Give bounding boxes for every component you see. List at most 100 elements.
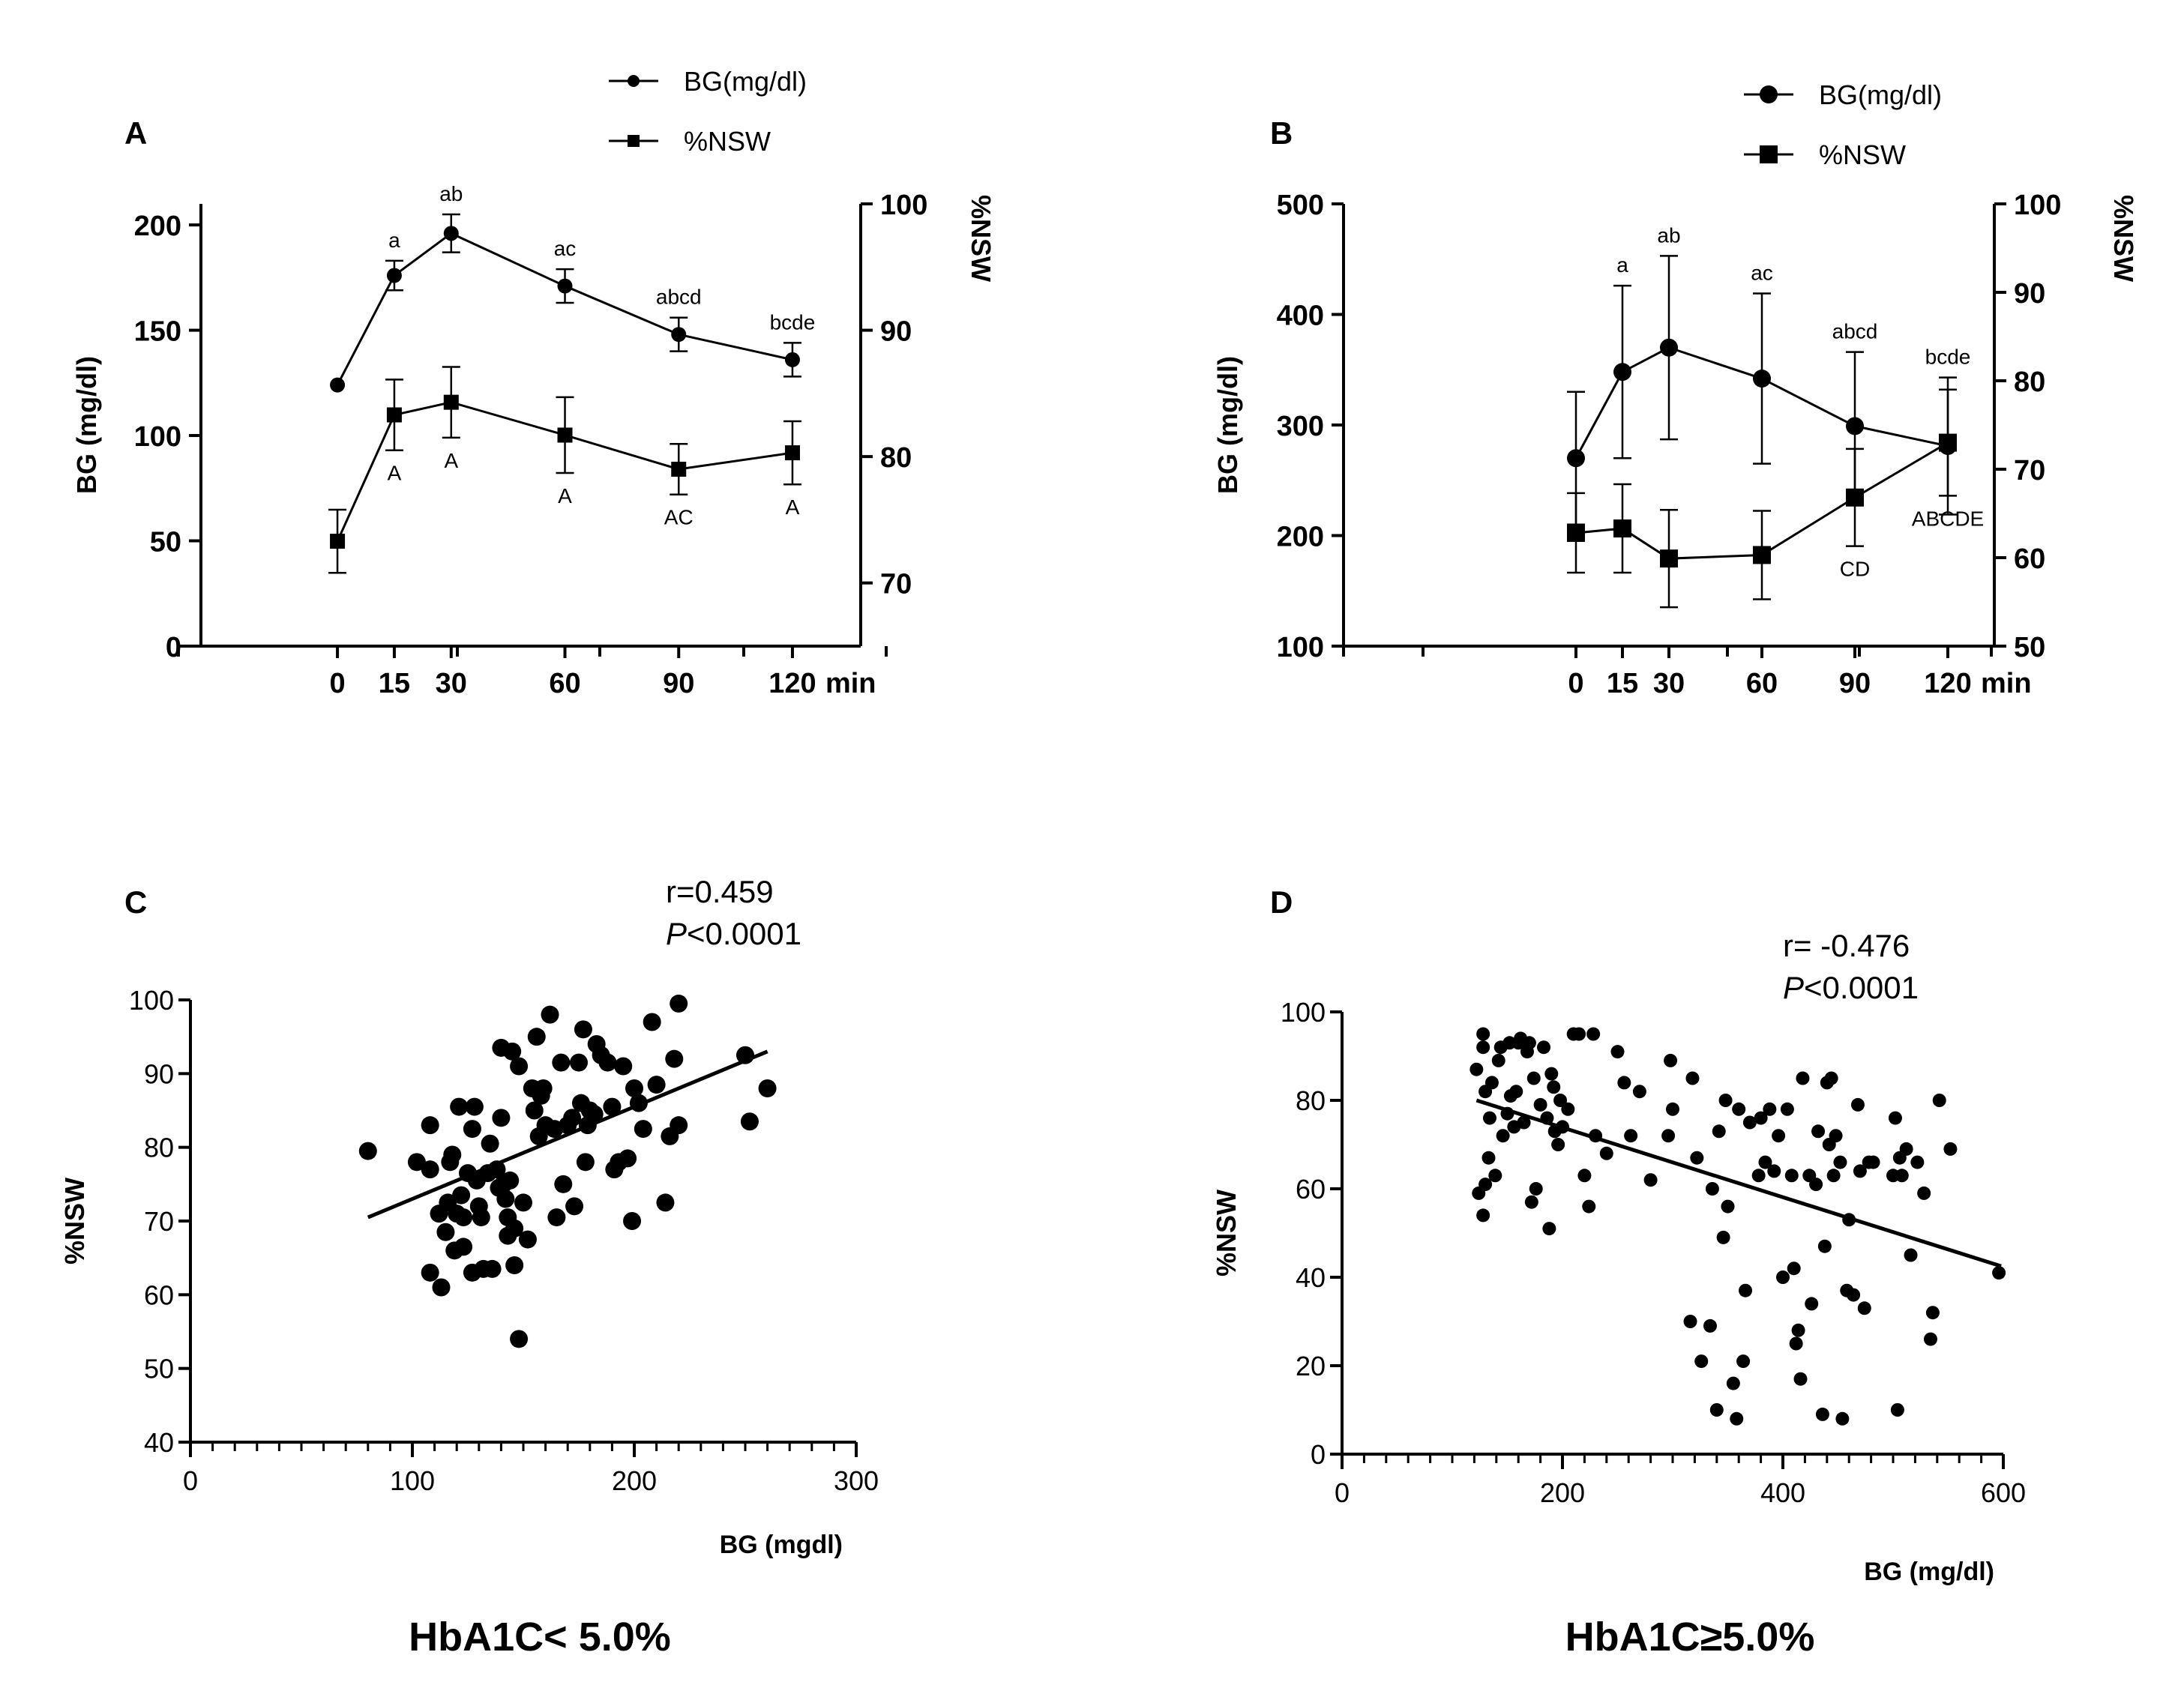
- y-tick-label: 100: [1277, 632, 1324, 663]
- scatter-point: [1726, 1376, 1740, 1390]
- x-axis-title: BG (mg/dl): [1864, 1558, 1994, 1586]
- stat-p-value: <0.0001: [687, 916, 801, 951]
- scatter-point: [1533, 1097, 1547, 1112]
- scatter-point: [1517, 1115, 1531, 1130]
- y-tick-label: 150: [134, 316, 181, 348]
- y-axis-title: BG (mg/dl): [1212, 356, 1243, 494]
- data-point-circle: [784, 352, 800, 367]
- legend-marker-square: [628, 135, 640, 147]
- scatter-point: [634, 1120, 652, 1139]
- scatter-point: [1617, 1076, 1631, 1090]
- stat-p-italic: P: [1783, 970, 1804, 1005]
- data-point-square: [330, 534, 346, 549]
- scatter-point: [670, 1116, 688, 1135]
- scatter-point: [514, 1193, 532, 1212]
- y-tick-label: 0: [1311, 1439, 1326, 1470]
- y2-axis-title: %NSW: [2108, 195, 2139, 282]
- scatter-point: [1586, 1027, 1601, 1041]
- x-tick-label: 15: [379, 668, 410, 699]
- scatter-point: [1690, 1151, 1704, 1165]
- scatter-point: [552, 1053, 571, 1072]
- y-tick-label: 90: [144, 1058, 174, 1089]
- regression-line: [367, 1049, 768, 1220]
- data-point-square: [1846, 488, 1864, 507]
- point-annotation: ab: [1657, 223, 1680, 247]
- y-tick-label: 50: [150, 527, 181, 558]
- scatter-point: [1917, 1186, 1931, 1200]
- point-annotation: CD: [1840, 558, 1870, 581]
- scatter-point: [1496, 1129, 1510, 1143]
- scatter-point: [407, 1153, 426, 1172]
- scatter-point: [1899, 1142, 1913, 1156]
- stat-p-italic: P: [666, 916, 687, 951]
- scatter-point: [1791, 1323, 1805, 1337]
- point-annotation: a: [388, 229, 400, 252]
- point-annotation: abcd: [656, 286, 702, 309]
- scatter-point: [1923, 1332, 1937, 1346]
- scatter-point: [481, 1134, 499, 1153]
- scatter-point: [670, 994, 688, 1013]
- scatter-point: [1664, 1053, 1678, 1067]
- scatter-point: [1763, 1102, 1777, 1116]
- scatter-point: [503, 1042, 522, 1061]
- scatter-point: [465, 1097, 484, 1116]
- scatter-point: [1705, 1182, 1719, 1196]
- scatter-point: [454, 1238, 473, 1256]
- legend-label-0: BG(mg/dl): [1819, 79, 1942, 110]
- scatter-point: [1826, 1169, 1841, 1183]
- x-tick-label: 90: [663, 668, 694, 699]
- x-axis-title: BG (mgdl): [720, 1531, 843, 1559]
- point-annotation: ab: [439, 182, 463, 205]
- stat-r: r= -0.476: [1783, 928, 1910, 963]
- x-tick-label: 400: [1760, 1477, 1805, 1508]
- y2-tick-label: 50: [2014, 632, 2045, 663]
- x-tick-label: 200: [612, 1465, 657, 1496]
- point-annotation: ac: [554, 237, 577, 260]
- y-tick-label: 300: [1277, 411, 1324, 442]
- scatter-point: [1850, 1097, 1865, 1112]
- y2-tick-label: 90: [2014, 278, 2045, 310]
- x-tick-label: 30: [436, 668, 467, 699]
- scatter-point: [518, 1230, 537, 1249]
- data-point-circle: [1567, 449, 1585, 468]
- x-tick-label: 120: [768, 668, 816, 699]
- y-axis-title: %NSW: [1211, 1190, 1242, 1276]
- y-tick-label: 200: [134, 211, 181, 242]
- scatter-point: [1572, 1027, 1586, 1041]
- y-tick-label: 60: [144, 1279, 174, 1310]
- legend-marker-circle: [1760, 85, 1778, 103]
- y2-tick-label: 60: [2014, 543, 2045, 575]
- data-point-circle: [1753, 370, 1771, 388]
- y-tick-label: 70: [144, 1206, 174, 1237]
- scatter-point: [1853, 1164, 1867, 1178]
- scatter-point: [643, 1013, 661, 1031]
- x-tick-label: 120: [1924, 668, 1971, 699]
- scatter-point: [554, 1175, 573, 1193]
- scatter-point: [1624, 1129, 1638, 1143]
- y-tick-label: 80: [1296, 1085, 1326, 1116]
- scatter-point: [1469, 1062, 1484, 1076]
- scatter-point: [1482, 1111, 1496, 1125]
- point-annotation: ac: [1751, 261, 1773, 284]
- scatter-point: [1529, 1182, 1543, 1196]
- scatter-point: [1888, 1111, 1902, 1125]
- scatter-point: [472, 1208, 490, 1227]
- y-tick-label: 40: [1296, 1262, 1326, 1293]
- x-unit-label: min: [825, 668, 876, 699]
- data-point-circle: [671, 327, 687, 343]
- scatter-point: [1718, 1094, 1733, 1107]
- scatter-point: [1751, 1169, 1766, 1183]
- y2-tick-label: 80: [2014, 367, 2045, 398]
- scatter-point: [1833, 1155, 1847, 1169]
- x-tick-label: 600: [1981, 1477, 2026, 1508]
- scatter-point: [574, 1020, 592, 1039]
- data-point-circle: [1660, 338, 1678, 357]
- scatter-point: [1943, 1142, 1958, 1156]
- x-tick-label: 0: [1335, 1477, 1350, 1508]
- scatter-point: [563, 1109, 582, 1127]
- data-point-square: [443, 394, 459, 410]
- y-tick-label: 100: [129, 985, 174, 1016]
- scatter-point: [1857, 1301, 1871, 1315]
